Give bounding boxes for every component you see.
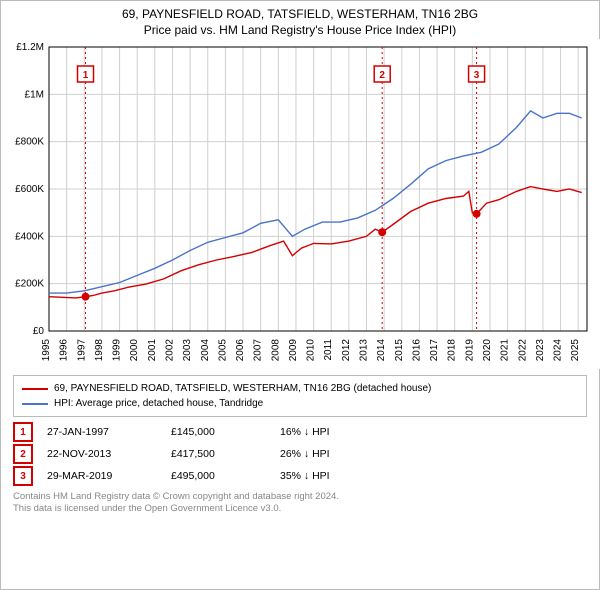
- table-row: 3 29-MAR-2019 £495,000 35% ↓ HPI: [13, 465, 587, 487]
- svg-text:1996: 1996: [59, 339, 70, 362]
- svg-text:2024: 2024: [553, 339, 564, 362]
- svg-text:2021: 2021: [500, 339, 511, 362]
- transaction-diff: 35% ↓ HPI: [280, 470, 330, 482]
- table-row: 1 27-JAN-1997 £145,000 16% ↓ HPI: [13, 421, 587, 443]
- svg-text:2001: 2001: [147, 339, 158, 362]
- transaction-marker-icon: 1: [13, 422, 33, 442]
- svg-text:2002: 2002: [164, 339, 175, 362]
- svg-text:2007: 2007: [253, 339, 264, 362]
- svg-text:2005: 2005: [217, 339, 228, 362]
- transaction-table: 1 27-JAN-1997 £145,000 16% ↓ HPI 2 22-NO…: [13, 421, 587, 487]
- svg-text:£1M: £1M: [25, 89, 44, 100]
- transaction-price: £145,000: [171, 426, 266, 438]
- svg-text:£800K: £800K: [15, 137, 44, 148]
- transaction-price: £417,500: [171, 448, 266, 460]
- svg-text:2006: 2006: [235, 339, 246, 362]
- svg-text:2025: 2025: [570, 339, 581, 362]
- legend-swatch: [22, 403, 48, 405]
- svg-text:2004: 2004: [200, 339, 211, 362]
- svg-text:2008: 2008: [270, 339, 281, 362]
- svg-text:2015: 2015: [394, 339, 405, 362]
- legend: 69, PAYNESFIELD ROAD, TATSFIELD, WESTERH…: [13, 375, 587, 417]
- svg-text:2003: 2003: [182, 339, 193, 362]
- transaction-marker-icon: 2: [13, 444, 33, 464]
- svg-text:1995: 1995: [41, 339, 52, 362]
- svg-text:2012: 2012: [341, 339, 352, 362]
- svg-text:£600K: £600K: [15, 184, 44, 195]
- svg-text:2014: 2014: [376, 339, 387, 362]
- svg-text:1997: 1997: [76, 339, 87, 362]
- legend-swatch: [22, 388, 48, 390]
- svg-text:2010: 2010: [306, 339, 317, 362]
- transaction-date: 22-NOV-2013: [47, 448, 157, 460]
- svg-text:£1.2M: £1.2M: [16, 42, 44, 53]
- svg-text:2009: 2009: [288, 339, 299, 362]
- transaction-date: 29-MAR-2019: [47, 470, 157, 482]
- chart-titles: 69, PAYNESFIELD ROAD, TATSFIELD, WESTERH…: [1, 1, 599, 39]
- svg-text:£200K: £200K: [15, 279, 44, 290]
- svg-text:2017: 2017: [429, 339, 440, 362]
- footer-line: Contains HM Land Registry data © Crown c…: [13, 491, 587, 503]
- svg-text:2016: 2016: [411, 339, 422, 362]
- legend-label: HPI: Average price, detached house, Tand…: [54, 396, 263, 411]
- svg-text:2: 2: [379, 70, 385, 81]
- table-row: 2 22-NOV-2013 £417,500 26% ↓ HPI: [13, 443, 587, 465]
- transaction-diff: 26% ↓ HPI: [280, 448, 330, 460]
- title-line-1: 69, PAYNESFIELD ROAD, TATSFIELD, WESTERH…: [9, 7, 591, 21]
- svg-text:2000: 2000: [129, 339, 140, 362]
- svg-text:1998: 1998: [94, 339, 105, 362]
- legend-item-property: 69, PAYNESFIELD ROAD, TATSFIELD, WESTERH…: [22, 381, 578, 396]
- title-line-2: Price paid vs. HM Land Registry's House …: [9, 23, 591, 37]
- footer-line: This data is licensed under the Open Gov…: [13, 503, 587, 515]
- footer-attribution: Contains HM Land Registry data © Crown c…: [13, 491, 587, 515]
- chart-area: £0 £200K £400K £600K £800K £1M £1.2M 1995 1996 19…: [1, 39, 600, 369]
- svg-text:2019: 2019: [464, 339, 475, 362]
- transaction-date: 27-JAN-1997: [47, 426, 157, 438]
- svg-text:2022: 2022: [517, 339, 528, 362]
- svg-text:£400K: £400K: [15, 231, 44, 242]
- legend-item-hpi: HPI: Average price, detached house, Tand…: [22, 396, 578, 411]
- svg-text:2013: 2013: [359, 339, 370, 362]
- svg-text:3: 3: [474, 70, 480, 81]
- svg-text:£0: £0: [33, 326, 45, 337]
- svg-text:1999: 1999: [112, 339, 123, 362]
- transaction-diff: 16% ↓ HPI: [280, 426, 330, 438]
- transaction-marker-icon: 3: [13, 466, 33, 486]
- svg-text:2018: 2018: [447, 339, 458, 362]
- line-chart: £0 £200K £400K £600K £800K £1M £1.2M 1995 1996 19…: [1, 39, 600, 369]
- svg-text:1: 1: [83, 70, 89, 81]
- svg-text:2020: 2020: [482, 339, 493, 362]
- svg-text:2011: 2011: [323, 339, 334, 361]
- transaction-price: £495,000: [171, 470, 266, 482]
- legend-label: 69, PAYNESFIELD ROAD, TATSFIELD, WESTERH…: [54, 381, 431, 396]
- svg-text:2023: 2023: [535, 339, 546, 362]
